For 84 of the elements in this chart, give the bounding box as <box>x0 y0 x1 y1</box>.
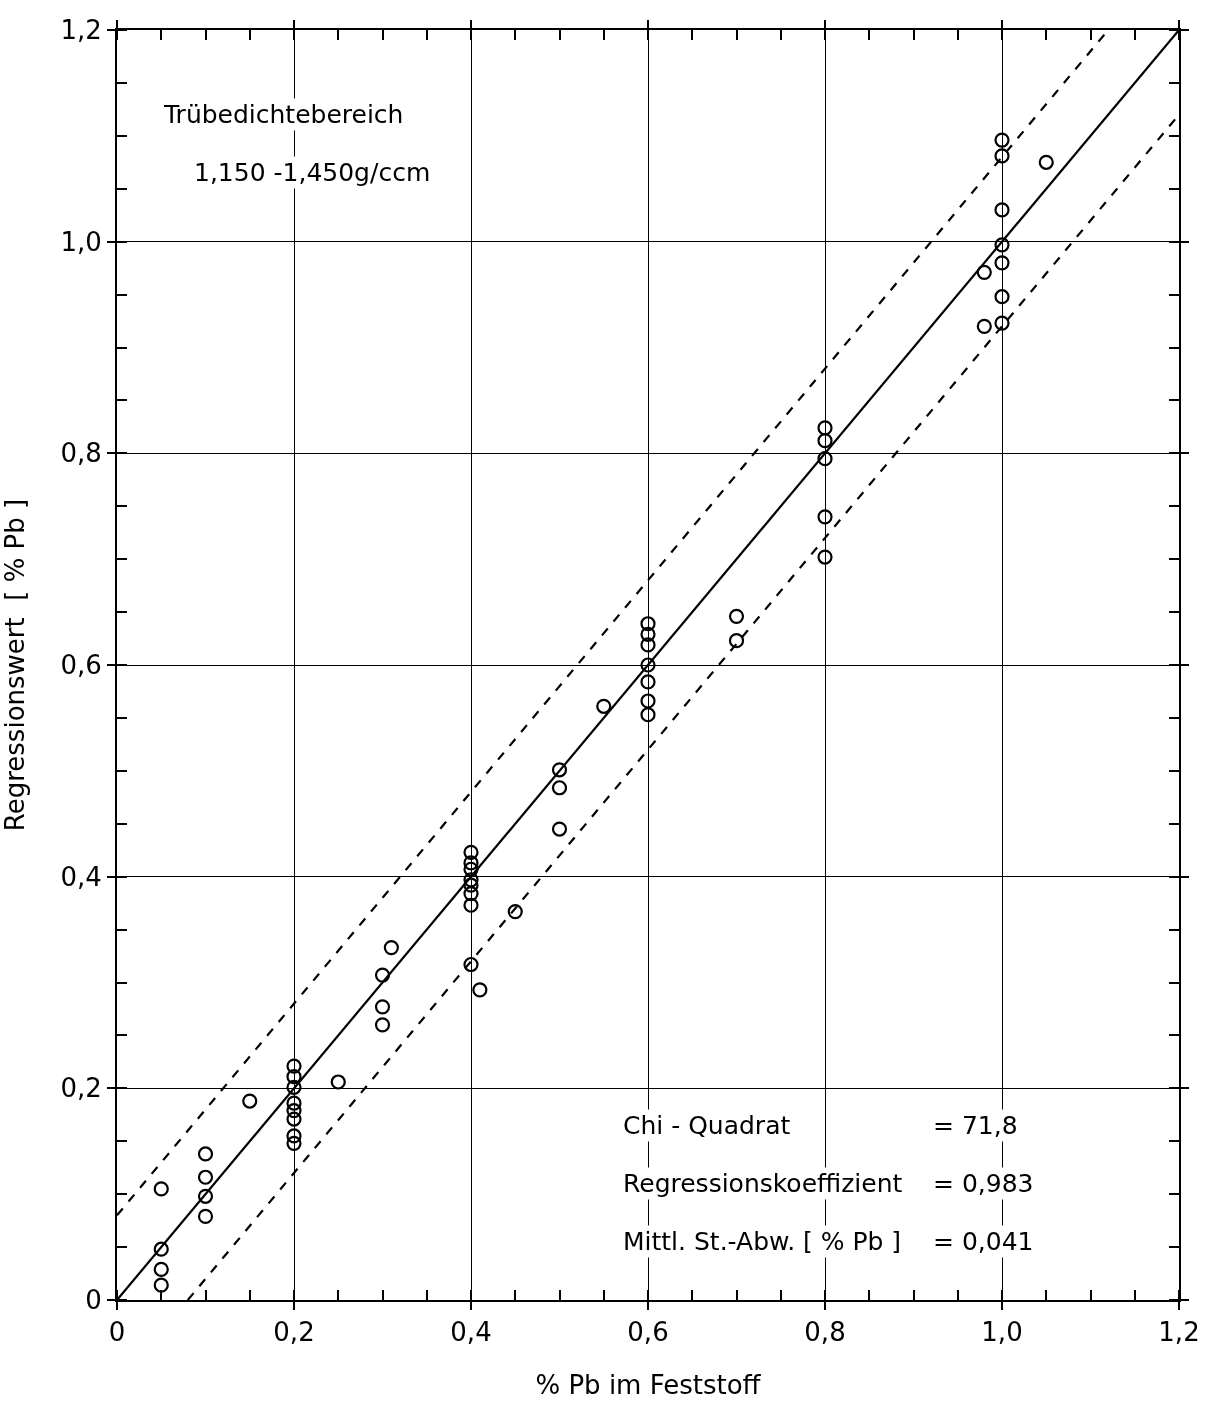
y-axis-title: Regressionswert [ % Pb ] <box>0 498 30 832</box>
point <box>463 897 479 913</box>
point <box>728 608 745 624</box>
point <box>1038 154 1054 170</box>
point <box>551 762 568 778</box>
point <box>463 855 479 871</box>
point <box>994 289 1010 305</box>
point <box>817 451 833 467</box>
y-tick-label: 0,2 <box>60 1073 102 1104</box>
point <box>197 1208 214 1224</box>
x-tick-label: 1,2 <box>1158 1317 1200 1348</box>
point <box>374 967 391 983</box>
point <box>994 255 1010 271</box>
point <box>286 1069 302 1085</box>
annotation: Trübedichtebereich <box>163 100 404 129</box>
point <box>286 1128 302 1144</box>
x-axis-title: % Pb im Feststoff <box>535 1370 762 1401</box>
y-tick-label: 0,8 <box>60 438 102 469</box>
x-tick-label: 0 <box>108 1317 126 1348</box>
point <box>817 509 833 525</box>
point <box>197 1188 214 1204</box>
point <box>242 1093 258 1109</box>
point <box>994 315 1010 331</box>
point <box>994 148 1010 164</box>
x-tick-label: 0,6 <box>627 1317 669 1348</box>
point <box>383 939 399 956</box>
annotation: 1,150 -1,450g/ccm <box>194 158 431 187</box>
point <box>507 903 523 920</box>
point <box>640 674 656 690</box>
point <box>640 657 656 673</box>
annotation: Regressionskoeffizient <box>623 1169 903 1198</box>
point <box>728 633 745 649</box>
point <box>976 264 992 280</box>
point <box>640 707 656 723</box>
x-tick-label: 0,8 <box>804 1317 846 1348</box>
point <box>640 616 656 632</box>
point <box>374 999 391 1015</box>
point <box>153 1261 169 1277</box>
point <box>153 1241 169 1257</box>
point <box>994 202 1010 218</box>
point <box>817 420 833 436</box>
point <box>374 1017 391 1033</box>
annotation: Chi - Quadrat <box>623 1111 791 1140</box>
y-tick-label: 0,6 <box>60 650 102 681</box>
point <box>463 956 479 973</box>
point <box>463 861 479 877</box>
point <box>551 821 568 837</box>
annotation: = 71,8 <box>933 1111 1018 1140</box>
point <box>286 1102 302 1119</box>
point <box>817 433 833 449</box>
point <box>286 1111 302 1127</box>
y-tick-label: 1,2 <box>60 15 102 46</box>
point <box>640 637 656 653</box>
y-tick-label: 1,0 <box>60 226 102 257</box>
point <box>976 318 992 334</box>
point <box>463 886 479 902</box>
point <box>640 626 656 642</box>
point <box>463 877 479 893</box>
point <box>153 1181 169 1197</box>
point <box>286 1135 302 1151</box>
point <box>153 1277 169 1293</box>
point <box>463 872 479 888</box>
point <box>463 844 479 860</box>
annotation: = 0,041 <box>933 1227 1034 1256</box>
point <box>994 237 1010 253</box>
point <box>197 1146 214 1162</box>
x-tick-label: 1,0 <box>981 1317 1023 1348</box>
point <box>472 982 488 998</box>
annotation: = 0,983 <box>933 1169 1034 1198</box>
point <box>551 780 568 796</box>
x-tick-label: 0,4 <box>450 1317 492 1348</box>
point <box>286 1079 302 1095</box>
point <box>640 693 656 709</box>
y-tick-label: 0 <box>85 1285 102 1316</box>
point <box>286 1058 302 1074</box>
point <box>286 1095 302 1111</box>
point <box>330 1074 346 1090</box>
point <box>596 698 612 714</box>
y-tick-label: 0,4 <box>60 861 102 892</box>
point <box>817 549 833 565</box>
annotation: Mittl. St.-Abw. [ % Pb ] <box>623 1227 902 1256</box>
point <box>197 1169 214 1185</box>
point <box>994 132 1010 148</box>
x-tick-label: 0,2 <box>273 1317 315 1348</box>
